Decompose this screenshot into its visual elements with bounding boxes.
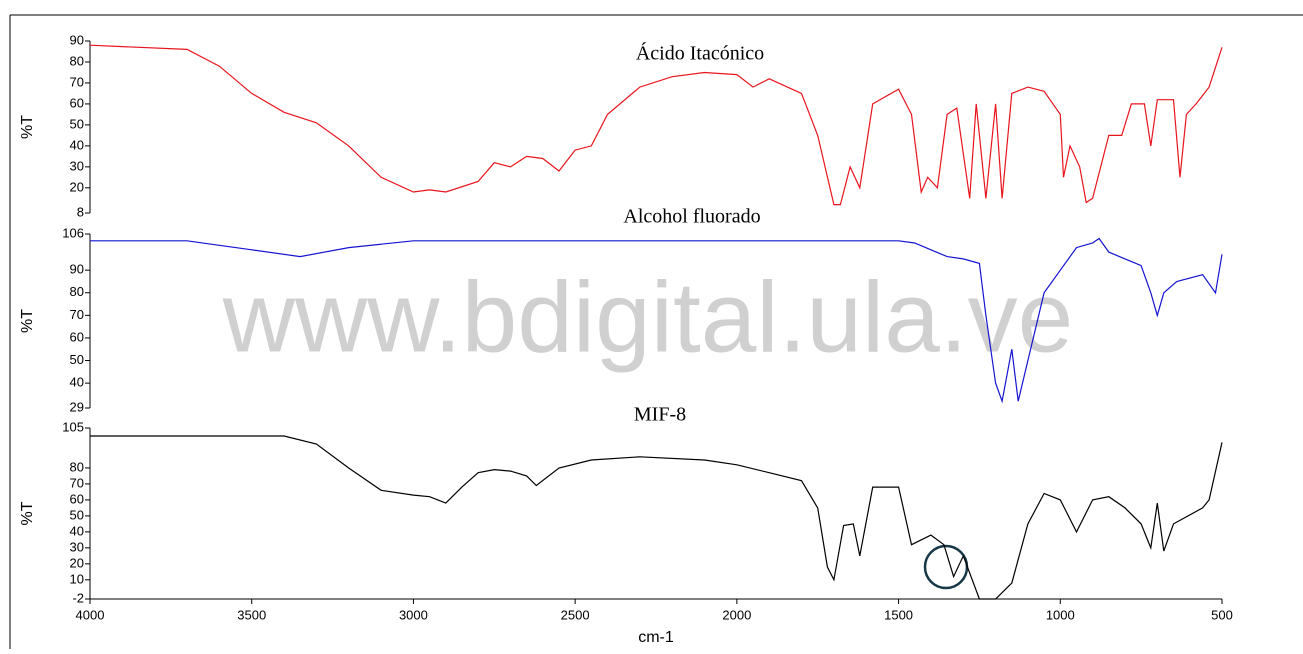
y-axis-label: %T xyxy=(19,115,36,139)
y-tick-label: 105 xyxy=(62,419,84,434)
y-tick-label: 30 xyxy=(70,539,84,554)
y-tick-label: 60 xyxy=(70,95,84,110)
y-tick-label: 8 xyxy=(77,204,84,219)
y-tick-label: 40 xyxy=(70,523,84,538)
y-tick-label: 30 xyxy=(70,158,84,173)
y-tick-label: -2 xyxy=(72,590,84,605)
y-tick-label: 60 xyxy=(70,329,84,344)
y-tick-label: 40 xyxy=(70,375,84,390)
y-tick-label: 90 xyxy=(70,262,84,277)
y-tick-label: 29 xyxy=(70,399,84,414)
y-tick-label: 50 xyxy=(70,507,84,522)
x-tick-label: 1000 xyxy=(1046,607,1075,622)
x-axis-label: cm-1 xyxy=(638,629,674,646)
y-tick-label: 80 xyxy=(70,459,84,474)
y-tick-label: 40 xyxy=(70,137,84,152)
spectrum-line xyxy=(89,44,1223,206)
y-tick-label: 50 xyxy=(70,116,84,131)
y-tick-label: 20 xyxy=(70,179,84,194)
y-tick-label: 20 xyxy=(70,555,84,570)
y-tick-label: 70 xyxy=(70,74,84,89)
y-tick-label: 60 xyxy=(70,491,84,506)
y-axis-label: %T xyxy=(19,309,36,333)
panel-title: Ácido Itacónico xyxy=(636,42,764,65)
panel-title: MIF-8 xyxy=(634,404,686,426)
y-tick-label: 90 xyxy=(70,32,84,47)
x-tick-label: 4000 xyxy=(76,607,105,622)
x-tick-label: 2500 xyxy=(561,607,590,622)
y-tick-label: 80 xyxy=(70,53,84,68)
y-tick-label: 80 xyxy=(70,284,84,299)
y-tick-label: 106 xyxy=(62,225,84,240)
spectrum-line xyxy=(90,435,1223,600)
x-tick-label: 3000 xyxy=(399,607,428,622)
x-tick-label: 1500 xyxy=(884,607,913,622)
y-tick-label: 10 xyxy=(70,571,84,586)
y-tick-label: 50 xyxy=(70,352,84,367)
panel-title: Alcohol fluorado xyxy=(623,206,760,228)
x-tick-label: 500 xyxy=(1211,607,1233,622)
spectrum-line xyxy=(90,237,1223,404)
watermark: www.bdigital.ula.ve xyxy=(222,261,1073,373)
y-axis-label: %T xyxy=(19,501,36,525)
y-tick-label: 70 xyxy=(70,307,84,322)
x-tick-label: 3500 xyxy=(237,607,266,622)
y-tick-label: 70 xyxy=(70,475,84,490)
x-tick-label: 2000 xyxy=(722,607,751,622)
